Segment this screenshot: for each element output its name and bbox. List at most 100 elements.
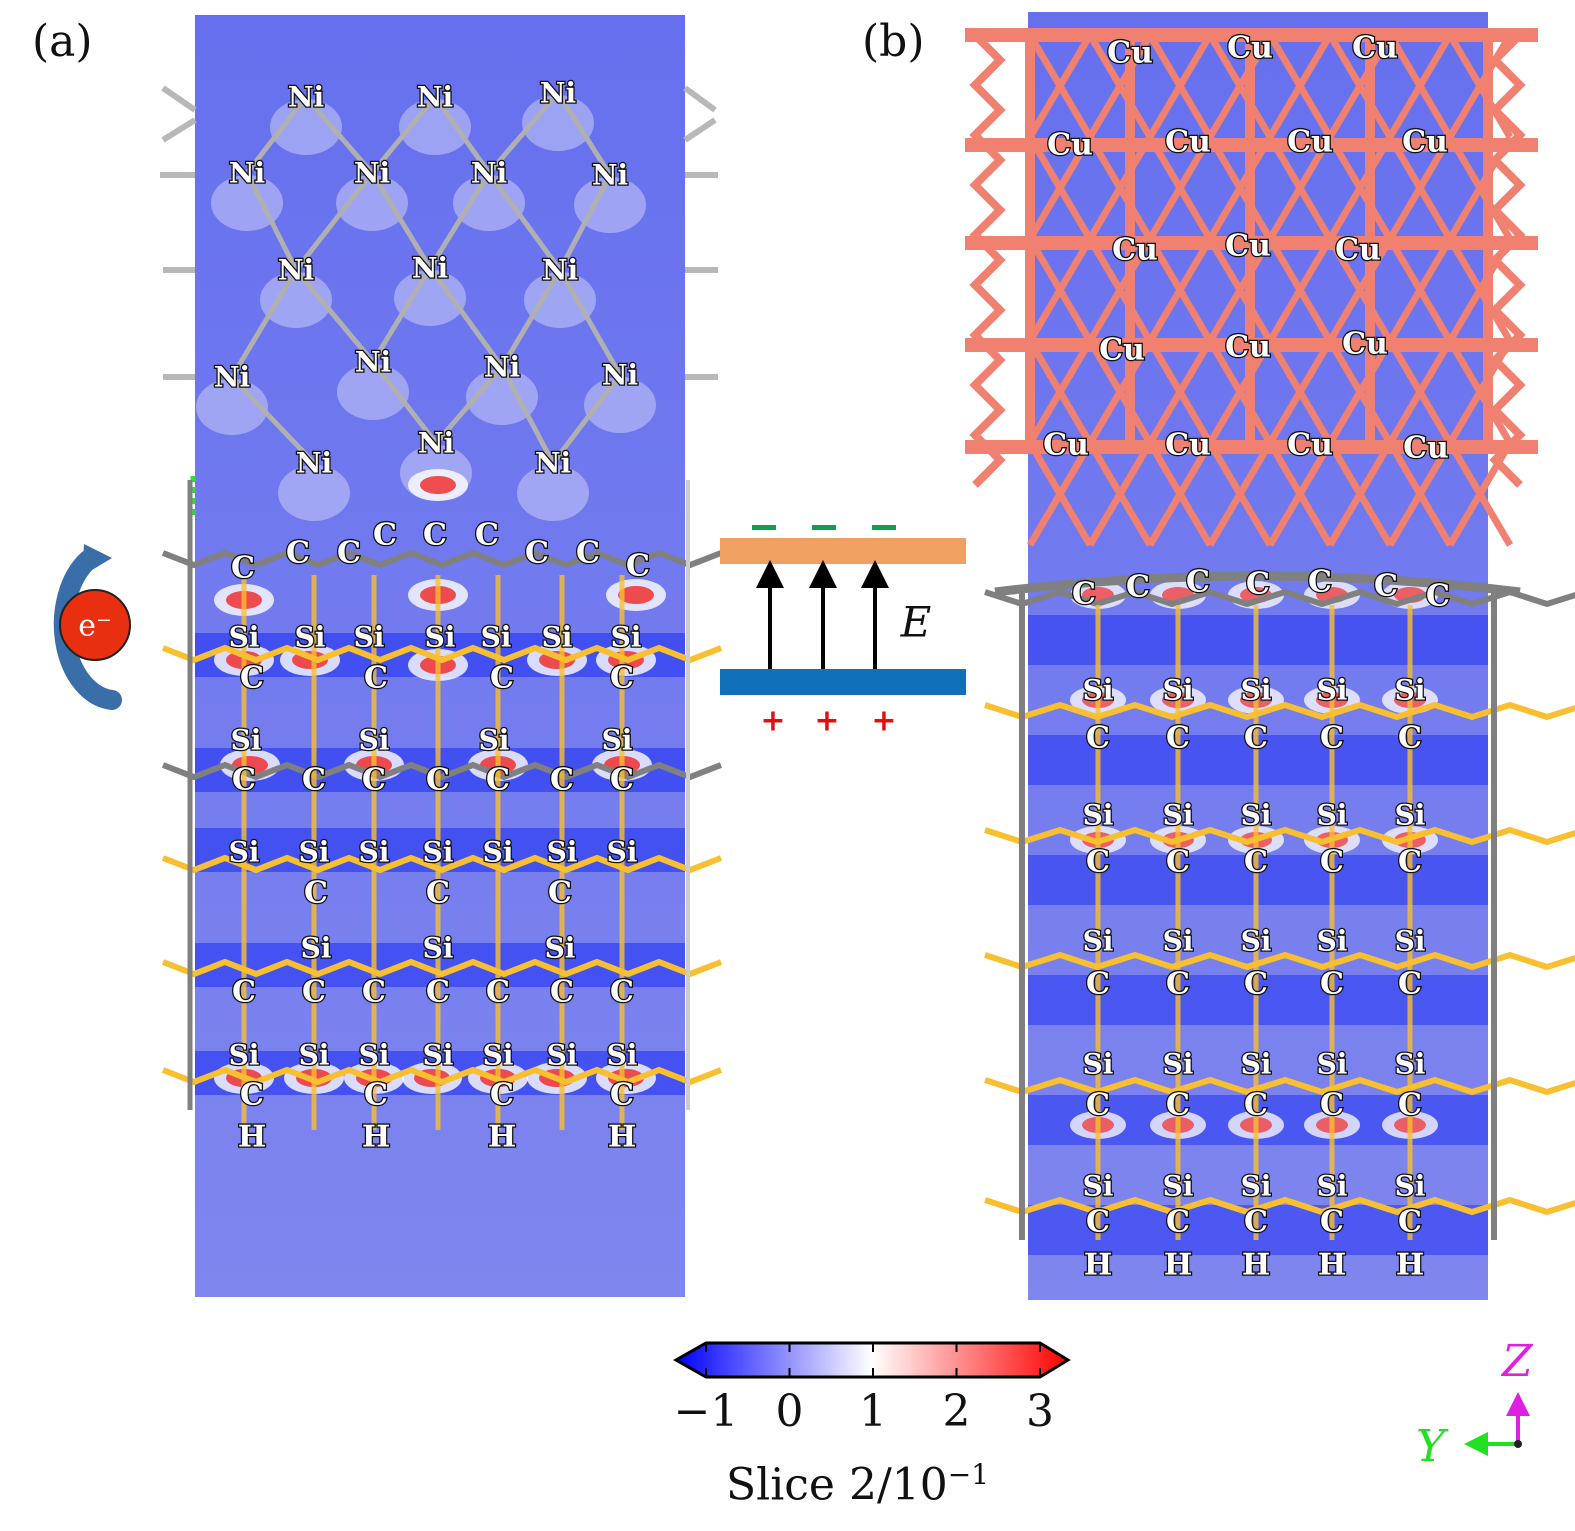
- minus-sign-icon: [872, 525, 896, 530]
- cu-bond: [1146, 339, 1214, 445]
- sic-bond: [994, 571, 1521, 597]
- density-blob: [584, 377, 656, 433]
- cu-bond: [1326, 441, 1394, 547]
- si-atom: Si: [301, 932, 332, 965]
- bottom-plate: [720, 669, 966, 695]
- cu-bond-image: [1489, 32, 1526, 488]
- cu-bond: [1266, 339, 1334, 445]
- c-atom: C: [1166, 721, 1190, 756]
- c-atom: C: [1320, 845, 1344, 880]
- ni-bond-image: [683, 85, 717, 113]
- colorbar-ticks: [705, 1343, 1041, 1377]
- colorbar-tick-label: 3: [1026, 1386, 1054, 1437]
- si-atom: Si: [1083, 925, 1114, 958]
- sic-bond: [161, 549, 723, 569]
- minus-sign-icon: [752, 525, 776, 530]
- si-atom: Si: [425, 621, 456, 654]
- si-atom: Si: [602, 724, 633, 757]
- c-atom: C: [302, 975, 326, 1010]
- c-atom: C: [1246, 567, 1270, 602]
- ni-bond: [427, 266, 505, 369]
- c-atom: C: [548, 876, 572, 911]
- c-atom: C: [475, 518, 499, 553]
- ni-bond: [486, 171, 563, 272]
- c-atom: C: [610, 975, 634, 1010]
- c-atom: C: [1320, 721, 1344, 756]
- si-atom: Si: [483, 836, 514, 869]
- h-atom: H: [488, 1120, 516, 1155]
- ni-bond: [432, 95, 492, 175]
- ni-atom: Ni: [417, 81, 453, 114]
- density-blob: [522, 95, 594, 151]
- colorbar-tick-label: −1: [673, 1386, 739, 1437]
- cu-bond: [1086, 339, 1154, 445]
- ni-atom: Ni: [355, 346, 391, 379]
- si-atom: Si: [1317, 1170, 1348, 1203]
- c-atom: C: [1398, 1205, 1422, 1240]
- cu-bond: [1086, 33, 1154, 139]
- c-atom: C: [626, 549, 650, 584]
- si-atom: Si: [231, 724, 262, 757]
- cu-atom: Cu: [1287, 428, 1333, 463]
- minus-sign-icon: [812, 525, 836, 530]
- c-atom: C: [1126, 570, 1150, 605]
- c-atom: C: [232, 763, 256, 798]
- c-atom: C: [1320, 1088, 1344, 1123]
- si-atom: Si: [229, 1039, 260, 1072]
- c-atom: C: [304, 876, 328, 911]
- c-atom: C: [486, 975, 510, 1010]
- ni-atom: Ni: [471, 157, 507, 190]
- c-atom: C: [610, 1078, 634, 1113]
- ni-bond: [369, 171, 433, 270]
- c-atom: C: [1166, 845, 1190, 880]
- cu-atom: Cu: [1287, 125, 1333, 160]
- cu-atom: Cu: [1335, 233, 1381, 268]
- si-atom: Si: [1395, 1048, 1426, 1081]
- cu-atom: Cu: [1107, 36, 1153, 71]
- ni-bond: [245, 95, 308, 175]
- c-atom: C: [1166, 1088, 1190, 1123]
- ni-atom: Ni: [484, 351, 520, 384]
- sic-bond: [161, 644, 723, 664]
- si-atom: Si: [1083, 1048, 1114, 1081]
- c-atom: C: [1398, 721, 1422, 756]
- negative-signs: [752, 525, 896, 530]
- cu-bond: [1326, 135, 1394, 241]
- cu-bond: [1266, 33, 1334, 139]
- si-atom: Si: [607, 1039, 638, 1072]
- colorbar-tick-label: 1: [859, 1386, 887, 1437]
- cu-atom: Cu: [1225, 330, 1271, 365]
- field-label: E: [900, 598, 932, 647]
- cu-bond: [1386, 33, 1454, 139]
- colorbar-tick-label: 0: [775, 1386, 804, 1437]
- ni-atom: Ni: [418, 427, 454, 460]
- cu-bond: [1146, 135, 1214, 241]
- ni-atom: Ni: [535, 447, 571, 480]
- ni-atom: Ni: [354, 157, 390, 190]
- h-atom: H: [1084, 1248, 1112, 1283]
- c-atom: C: [426, 876, 450, 911]
- cu-bond: [1266, 135, 1334, 241]
- si-atom: Si: [545, 932, 576, 965]
- cu-bond: [1206, 33, 1274, 139]
- c-atom: C: [525, 536, 549, 571]
- density-blob: [260, 272, 332, 328]
- si-atom: Si: [299, 1039, 330, 1072]
- cu-bond: [1206, 237, 1274, 343]
- si-atom: Si: [354, 621, 385, 654]
- ni-bond: [499, 268, 563, 369]
- field-arrows: [756, 560, 889, 669]
- c-atom: C: [1086, 1088, 1110, 1123]
- ni-bond: [304, 95, 374, 175]
- density-blob: [420, 476, 456, 494]
- h-atom: H: [608, 1120, 636, 1155]
- c-atom: C: [1308, 565, 1332, 600]
- field-diagram: + + + E: [720, 525, 966, 739]
- cu-bond: [1026, 339, 1094, 445]
- positive-signs: + + +: [760, 704, 896, 739]
- si-atom: Si: [1317, 674, 1348, 707]
- cu-bond: [1026, 135, 1094, 241]
- c-atom: C: [486, 763, 510, 798]
